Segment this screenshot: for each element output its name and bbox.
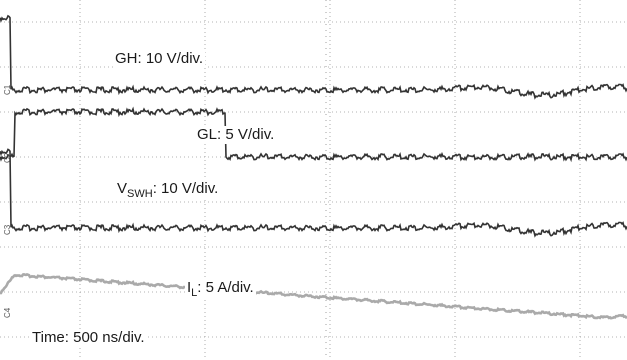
- vswh-label-subscript: SWH: [127, 188, 153, 200]
- channel-marker-c4: C4: [3, 307, 12, 318]
- trace-gl: [0, 106, 627, 163]
- vswh-label-main: V: [117, 180, 128, 197]
- gl-label: GL: 5 V/div.: [195, 126, 277, 144]
- trace-group: [0, 14, 627, 320]
- channel-marker-c1: C1: [3, 84, 12, 95]
- il-label: IL: 5 A/div.: [185, 279, 256, 299]
- trace-il: [0, 273, 627, 320]
- vswh-label-scale: : 10 V/div.: [152, 180, 219, 197]
- channel-marker-c3: C3: [3, 224, 12, 235]
- channel-marker-c2: C2: [3, 152, 12, 163]
- il-label-subscript: L: [191, 287, 198, 299]
- trace-vswh: [0, 148, 627, 238]
- time-base-label: Time: 500 ns/div.: [30, 329, 147, 347]
- il-label-scale: : 5 A/div.: [197, 279, 254, 296]
- trace-gh: [0, 14, 627, 100]
- il-label-main: I: [187, 279, 192, 296]
- gh-label: GH: 10 V/div.: [113, 50, 206, 68]
- vswh-label: VSWH: 10 V/div.: [115, 180, 221, 200]
